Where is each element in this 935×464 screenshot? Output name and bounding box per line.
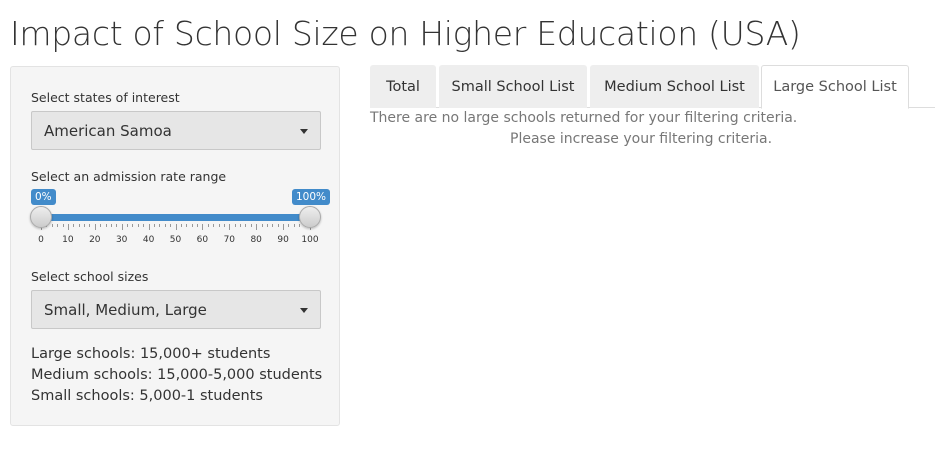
- slider-tick: [245, 224, 247, 227]
- slider-tick-label: 50: [169, 235, 182, 245]
- no-results-message-line1: There are no large schools returned for …: [370, 110, 798, 126]
- admission-rate-slider[interactable]: 0% 100% 0 10 20 30 40 50 60 70 80 90 100: [29, 189, 331, 249]
- slider-tick: [283, 224, 285, 230]
- slider-min-handle[interactable]: [30, 206, 52, 228]
- states-select[interactable]: American Samoa: [31, 111, 321, 150]
- slider-max-handle[interactable]: [299, 206, 321, 228]
- slider-tick-label: 80: [250, 235, 262, 245]
- tab-medium-school-list[interactable]: Medium School List: [590, 65, 759, 108]
- school-sizes-select-value: Small, Medium, Large: [44, 300, 207, 319]
- slider-tick: [132, 224, 134, 227]
- admission-rate-label: Select an admission rate range: [31, 169, 227, 184]
- slider-tick: [100, 224, 102, 227]
- slider-tick: [299, 224, 301, 227]
- slider-tick: [218, 224, 220, 227]
- slider-tick: [143, 224, 145, 227]
- states-label: Select states of interest: [31, 90, 180, 105]
- slider-tick: [250, 224, 252, 227]
- slider-tick: [116, 224, 118, 227]
- caret-down-icon: [300, 129, 308, 134]
- slider-tick: [84, 224, 86, 227]
- info-medium-schools: Medium schools: 15,000-5,000 students: [31, 367, 323, 383]
- slider-tick: [159, 224, 161, 227]
- slider-tick-label: 0: [38, 235, 44, 245]
- page-title: Impact of School Size on Higher Educatio…: [10, 14, 801, 53]
- slider-tick: [73, 224, 75, 227]
- slider-tick: [94, 224, 96, 230]
- school-sizes-select[interactable]: Small, Medium, Large: [31, 290, 321, 329]
- slider-tick: [67, 224, 69, 230]
- slider-tick: [164, 224, 166, 227]
- info-large-schools: Large schools: 15,000+ students: [31, 346, 271, 362]
- slider-tick: [213, 224, 215, 227]
- slider-tick: [148, 224, 150, 230]
- tab-large-school-list[interactable]: Large School List: [761, 65, 909, 109]
- slider-tick: [272, 224, 274, 227]
- slider-tick: [137, 224, 139, 227]
- tab-small-school-list[interactable]: Small School List: [439, 65, 587, 108]
- slider-tick: [89, 224, 91, 227]
- slider-tick: [234, 224, 236, 227]
- slider-tick-label: 70: [223, 235, 236, 245]
- slider-tick: [191, 224, 193, 227]
- slider-tick-label: 20: [89, 235, 101, 245]
- slider-tick: [223, 224, 225, 227]
- slider-tick: [288, 224, 290, 227]
- slider-tick: [180, 224, 182, 227]
- sidebar-panel: Select states of interest American Samoa…: [10, 66, 340, 426]
- tab-total[interactable]: Total: [370, 65, 436, 108]
- slider-tick: [51, 224, 53, 227]
- slider-tick-label: 30: [115, 235, 128, 245]
- slider-max-badge: 100%: [292, 189, 331, 205]
- slider-tick: [229, 224, 231, 230]
- slider-min-badge: 0%: [31, 189, 56, 205]
- slider-tick: [207, 224, 209, 227]
- slider-tick: [277, 224, 279, 227]
- slider-tick-label: 90: [277, 235, 289, 245]
- school-sizes-label: Select school sizes: [31, 269, 149, 284]
- slider-tick-label: 60: [196, 235, 209, 245]
- slider-tick: [202, 224, 204, 230]
- slider-tick: [240, 224, 242, 227]
- slider-selected-range: [41, 214, 310, 221]
- caret-down-icon: [300, 308, 308, 313]
- slider-tick: [186, 224, 188, 227]
- slider-tick: [127, 224, 129, 227]
- slider-tick: [121, 224, 123, 230]
- slider-tick-label: 100: [301, 235, 319, 245]
- no-results-message-line2: Please increase your filtering criteria.: [510, 131, 773, 147]
- slider-tick: [256, 224, 258, 230]
- slider-tick: [197, 224, 199, 227]
- slider-tick-label: 10: [62, 235, 74, 245]
- slider-tick: [62, 224, 64, 227]
- slider-tick-label: 40: [142, 235, 155, 245]
- slider-tick: [293, 224, 295, 227]
- slider-tick: [110, 224, 112, 227]
- slider-tick: [153, 224, 155, 227]
- slider-tick: [266, 224, 268, 227]
- slider-tick: [170, 224, 172, 227]
- tab-bar: Total Small School List Medium School Li…: [370, 65, 935, 109]
- slider-tick: [175, 224, 177, 230]
- info-small-schools: Small schools: 5,000-1 students: [31, 388, 263, 404]
- slider-tick: [105, 224, 107, 227]
- slider-tick: [261, 224, 263, 227]
- slider-tick: [78, 224, 80, 227]
- states-select-value: American Samoa: [44, 121, 172, 140]
- slider-tick: [57, 224, 59, 227]
